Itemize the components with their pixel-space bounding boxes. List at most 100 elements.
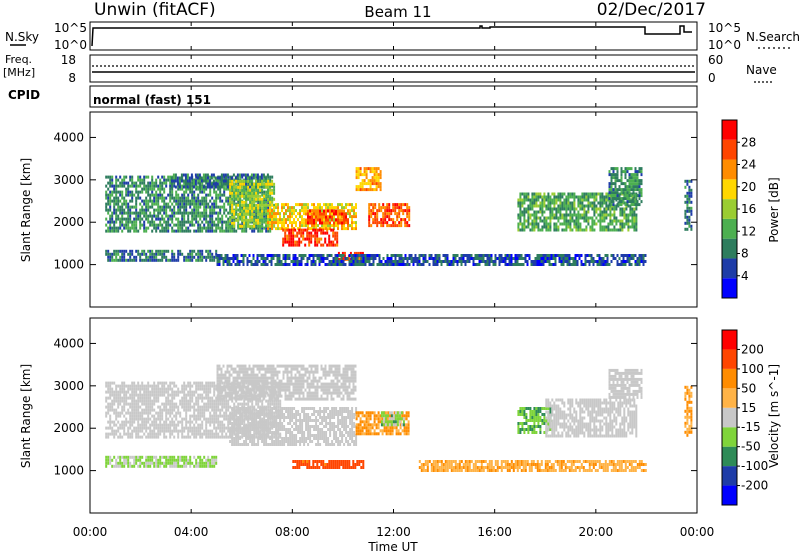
scatter-cell bbox=[686, 215, 689, 219]
scatter-cell bbox=[616, 173, 619, 177]
scatter-cell bbox=[325, 224, 327, 228]
scatter-cell bbox=[261, 229, 264, 233]
scatter-cell bbox=[127, 214, 130, 218]
scatter-cell bbox=[636, 200, 639, 204]
scatter-cell bbox=[329, 221, 331, 225]
scatter-cell bbox=[213, 399, 216, 403]
scatter-cell bbox=[341, 218, 343, 222]
scatter-cell bbox=[529, 222, 532, 226]
scatter-cell bbox=[115, 187, 118, 191]
scatter-cell bbox=[115, 217, 118, 221]
scatter-cell bbox=[347, 203, 349, 207]
scatter-cell bbox=[597, 201, 600, 205]
scatter-cell bbox=[309, 215, 311, 219]
scatter-cell bbox=[618, 197, 621, 201]
scatter-cell bbox=[279, 218, 281, 222]
scatter-cell bbox=[607, 228, 610, 232]
scatter-cell bbox=[345, 218, 347, 222]
scatter-cell bbox=[684, 209, 687, 213]
scatter-cell bbox=[633, 216, 636, 220]
scatter-cell bbox=[203, 414, 206, 418]
scatter-cell bbox=[688, 206, 691, 210]
scatter-cell bbox=[265, 203, 268, 207]
scatter-cell bbox=[153, 214, 156, 218]
scatter-cell bbox=[213, 420, 216, 424]
scatter-cell bbox=[222, 182, 225, 186]
scatter-cell bbox=[550, 257, 553, 260]
scatter-cell bbox=[237, 218, 240, 222]
scatter-cell bbox=[196, 176, 199, 180]
scatter-cell bbox=[247, 209, 250, 213]
scatter-cell bbox=[286, 240, 289, 244]
scatter-cell bbox=[113, 223, 116, 227]
scatter-cell bbox=[141, 393, 144, 397]
scatter-cell bbox=[133, 205, 136, 209]
scatter-cell bbox=[519, 204, 522, 208]
scatter-cell bbox=[349, 215, 351, 219]
scatter-cell bbox=[213, 255, 216, 259]
scatter-cell bbox=[245, 194, 248, 198]
scatter-cell bbox=[336, 231, 339, 235]
scatter-cell bbox=[373, 188, 376, 192]
scatter-cell bbox=[171, 208, 174, 212]
scatter-cell bbox=[135, 229, 138, 233]
scatter-cell bbox=[251, 212, 254, 216]
scatter-cell bbox=[342, 260, 345, 263]
scatter-cell bbox=[197, 381, 200, 385]
scatter-cell bbox=[173, 393, 176, 397]
scatter-cell bbox=[199, 199, 202, 203]
scatter-cell bbox=[219, 402, 222, 406]
scatter-cell bbox=[117, 399, 120, 403]
scatter-cell bbox=[414, 257, 417, 260]
scatter-cell bbox=[161, 429, 164, 433]
scatter-cell bbox=[123, 432, 126, 436]
scatter-cell bbox=[611, 222, 614, 226]
scatter-cell bbox=[291, 206, 293, 210]
scatter-cell bbox=[197, 402, 200, 406]
scatter-cell bbox=[605, 204, 608, 208]
scatter-cell bbox=[165, 202, 168, 206]
scatter-cell bbox=[456, 260, 459, 263]
scatter-cell bbox=[541, 219, 544, 223]
scatter-cell bbox=[521, 204, 524, 208]
scatter-cell bbox=[573, 192, 576, 196]
scatter-cell bbox=[480, 257, 483, 260]
scatter-cell bbox=[189, 387, 192, 391]
scatter-cell bbox=[205, 420, 208, 424]
scatter-cell bbox=[221, 426, 224, 430]
scatter-cell bbox=[292, 231, 295, 235]
scatter-cell bbox=[316, 237, 319, 241]
scatter-cell bbox=[690, 194, 693, 198]
scatter-cell bbox=[624, 173, 627, 177]
scatter-cell bbox=[311, 227, 313, 231]
scatter-cell bbox=[222, 173, 225, 177]
scatter-cell bbox=[251, 200, 254, 204]
scatter-cell bbox=[311, 224, 313, 228]
scatter-cell bbox=[255, 218, 258, 222]
scatter-cell bbox=[203, 387, 206, 391]
scatter-cell bbox=[619, 225, 622, 229]
scatter-cell bbox=[153, 202, 156, 206]
scatter-cell bbox=[626, 185, 629, 189]
scatter-cell bbox=[549, 225, 552, 229]
scatter-cell bbox=[214, 182, 217, 186]
scatter-cell bbox=[382, 203, 385, 207]
scatter-cell bbox=[189, 220, 192, 224]
scatter-cell bbox=[314, 234, 317, 238]
scatter-cell bbox=[607, 192, 610, 196]
scatter-cell bbox=[177, 220, 180, 224]
scatter-cell bbox=[577, 201, 580, 205]
scatter-cell bbox=[542, 254, 545, 257]
scatter-cell bbox=[353, 209, 355, 213]
scatter-cell bbox=[129, 405, 132, 409]
scatter-cell bbox=[608, 263, 611, 266]
scatter-cell bbox=[353, 206, 355, 210]
scatter-cell bbox=[201, 396, 204, 400]
scatter-cell bbox=[322, 260, 325, 263]
scatter-cell bbox=[568, 260, 571, 263]
scatter-cell bbox=[460, 260, 463, 263]
scatter-cell bbox=[396, 224, 399, 228]
scatter-cell bbox=[301, 224, 303, 228]
scatter-cell bbox=[343, 206, 345, 210]
scatter-cell bbox=[273, 212, 275, 216]
